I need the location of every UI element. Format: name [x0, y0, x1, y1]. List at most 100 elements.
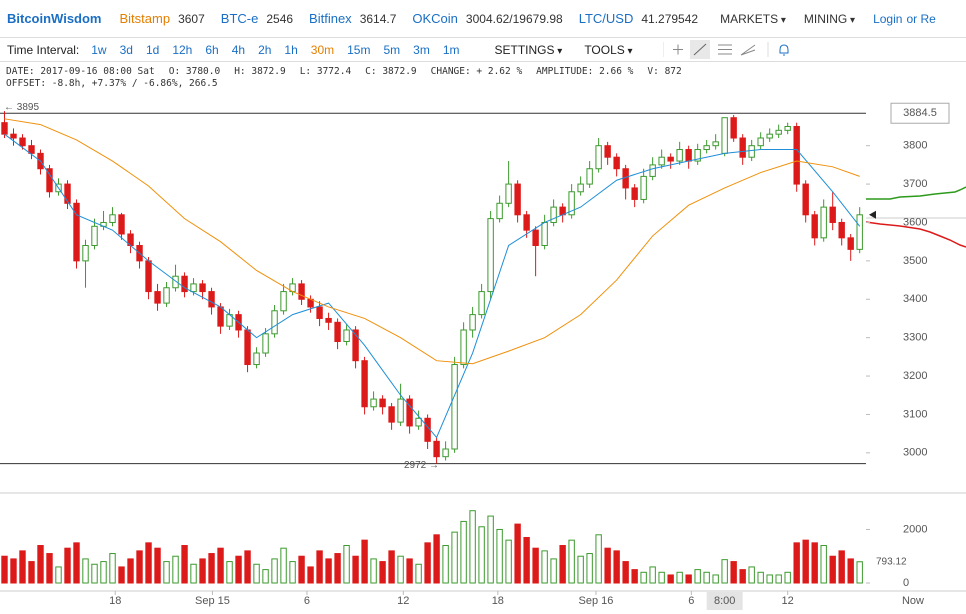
menu[interactable]: MARKETS	[720, 12, 786, 26]
interval[interactable]: 15m	[347, 42, 371, 57]
y-tick-label: 3200	[903, 370, 927, 382]
volume-bar	[766, 574, 773, 584]
ticker-name[interactable]: LTC/USD	[578, 11, 634, 26]
ticker-price[interactable]: 3004.62/19679.98	[465, 12, 563, 26]
candle-body	[721, 117, 728, 154]
x-tick-label: 6	[304, 595, 310, 607]
line-icon[interactable]	[693, 43, 706, 56]
x-tick-label: Sep 16	[579, 595, 614, 607]
ticker[interactable]: OKCoin 3004.62/19679.98	[412, 11, 562, 26]
interval[interactable]: 2h	[258, 42, 272, 57]
info-field: DATE: 2017-09-16 08:00 Sat	[6, 66, 155, 77]
ticker-price[interactable]: 2546	[266, 12, 294, 26]
candle-body	[694, 149, 701, 162]
volume-bar	[685, 574, 692, 584]
interval[interactable]: 3d	[119, 42, 133, 57]
volume-bar	[775, 574, 782, 584]
ticker-name[interactable]: BTC-e	[220, 11, 259, 26]
tool-icons[interactable]	[662, 38, 823, 61]
interval[interactable]: 1h	[284, 42, 298, 57]
volume-bar	[46, 553, 53, 584]
register-link[interactable]: or Re	[906, 11, 936, 26]
candle-body	[775, 129, 782, 135]
interval[interactable]: 1d	[145, 42, 160, 57]
interval[interactable]: 1w	[91, 42, 107, 57]
toolbar-menu[interactable]: TOOLS	[584, 43, 632, 57]
candle-body	[253, 352, 260, 366]
candle-body	[217, 306, 224, 327]
cursor-x-label: 8:00	[714, 595, 735, 607]
volume-bar	[199, 558, 206, 584]
fan-icon[interactable]	[740, 44, 755, 56]
ticker-name[interactable]: Bitstamp	[119, 11, 171, 26]
candle-body	[145, 260, 152, 293]
toolbar-menu[interactable]: SETTINGS	[494, 43, 562, 57]
volume-bar	[10, 558, 17, 584]
ticker-name[interactable]: Bitfinex	[309, 11, 352, 26]
ticker[interactable]: LTC/USD 41.279542	[579, 11, 698, 26]
volume-bar	[91, 563, 98, 584]
candle-body	[586, 168, 593, 185]
menu[interactable]: MINING	[804, 12, 855, 26]
ticker[interactable]: Bitstamp 3607	[120, 11, 205, 26]
crosshair-icon[interactable]	[672, 44, 683, 55]
volume-bar	[397, 555, 404, 584]
volume-bar	[595, 534, 602, 584]
volume-bar	[217, 547, 224, 584]
volume-bar	[181, 545, 188, 584]
y-tick-label: 3700	[903, 178, 927, 190]
volume-bar	[487, 515, 494, 584]
interval[interactable]: 4h	[231, 42, 246, 57]
ticker-price[interactable]: 41.279542	[641, 12, 699, 26]
interval[interactable]: 12h	[172, 42, 193, 57]
x-tick-label: 18	[492, 595, 504, 607]
now-label: Now	[902, 595, 924, 607]
info-field: H: 3872.9	[234, 66, 286, 77]
volume-bar	[451, 531, 458, 584]
fib-icon[interactable]	[717, 44, 732, 55]
ticker-price[interactable]: 3614.7	[359, 12, 397, 26]
volume-bar	[460, 520, 467, 584]
candle-body	[577, 183, 584, 193]
volume-bar	[163, 561, 170, 584]
volume-bar	[271, 558, 278, 584]
candle-body	[46, 168, 53, 193]
interval[interactable]: 1m	[442, 42, 460, 57]
info-field: CHANGE: + 2.62 %	[430, 66, 523, 77]
candle-body	[316, 306, 323, 319]
candle-body	[208, 291, 215, 308]
volume-bar	[802, 539, 809, 584]
interval[interactable]: 5m	[383, 42, 401, 57]
volume-bar	[541, 550, 548, 584]
candle-body	[433, 440, 440, 458]
candle-body	[514, 183, 521, 216]
candle-body	[82, 245, 89, 262]
login-link[interactable]: Login	[873, 11, 903, 26]
info-field: V: 872	[647, 66, 682, 77]
volume-bar	[307, 566, 314, 584]
volume-bar	[109, 553, 116, 584]
ticker-price[interactable]: 3607	[178, 12, 205, 26]
moving-average	[4, 118, 860, 365]
candle-body	[64, 183, 71, 204]
candle-body	[298, 283, 305, 300]
volume-bar	[856, 561, 863, 584]
volume-bar	[19, 550, 26, 584]
volume-bar	[523, 536, 530, 584]
intervals: 1w 3d 1d 12h 6h 4h 2h 1h 30m 15m 5m 3m 1m	[91, 43, 472, 57]
interval[interactable]: 3m	[413, 42, 430, 57]
interval[interactable]: 30m	[310, 42, 335, 57]
candle-body	[757, 137, 764, 147]
alert-icon[interactable]	[779, 44, 789, 56]
ticker[interactable]: Bitfinex 3614.7	[309, 11, 396, 26]
ticker-name[interactable]: OKCoin	[412, 11, 458, 26]
brand[interactable]: BitcoinWisdom	[7, 11, 102, 26]
ticker[interactable]: BTC-e 2546	[221, 11, 293, 26]
candle-body	[91, 225, 98, 247]
candle-body	[820, 206, 827, 239]
x-tick-label: 6	[688, 595, 694, 607]
low-label: 2972 →	[404, 460, 439, 471]
interval[interactable]: 6h	[205, 42, 219, 57]
candle-body	[703, 145, 710, 151]
candle-body	[343, 329, 350, 342]
